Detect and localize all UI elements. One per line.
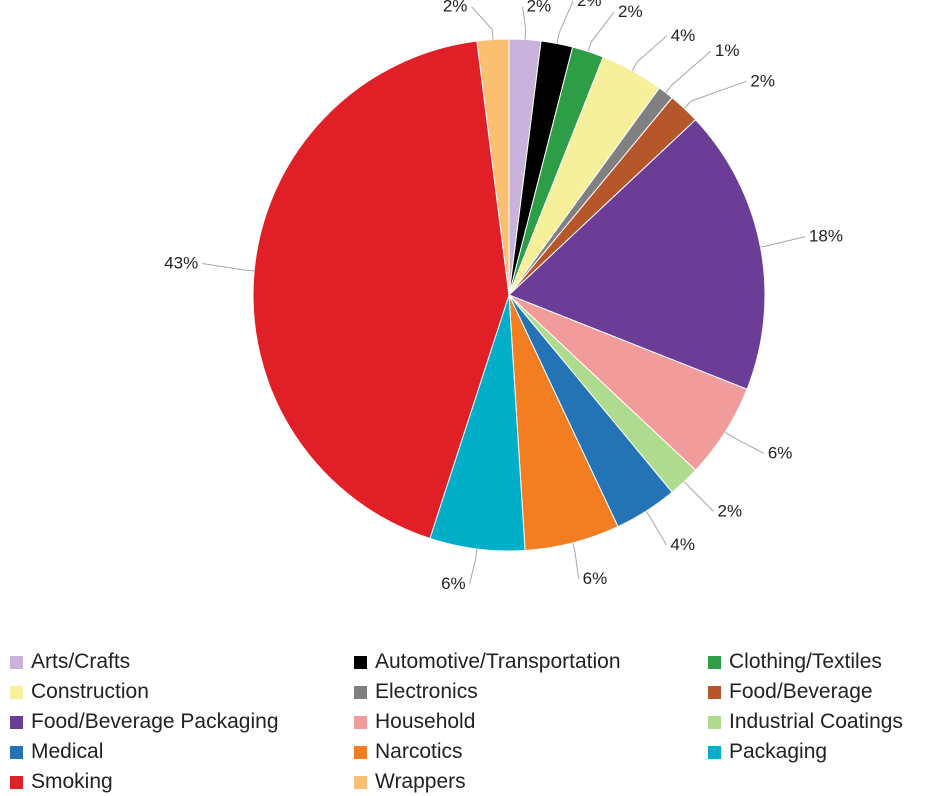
- leader-line: [572, 542, 580, 580]
- legend-item-food-beverage-packaging: Food/Beverage Packaging: [10, 708, 354, 736]
- leader-line: [683, 80, 747, 109]
- leader-line: [683, 481, 714, 512]
- legend-swatch: [708, 655, 721, 669]
- pie-slice-smoking: [252, 40, 510, 540]
- leader-line: [665, 50, 712, 94]
- legend-item-household: Household: [354, 708, 708, 736]
- leader-line: [469, 548, 478, 584]
- leader-line: [760, 236, 806, 248]
- legend-item-automotive-transportation: Automotive/Transportation: [354, 648, 708, 676]
- legend-swatch: [354, 775, 367, 789]
- legend-item-packaging: Packaging: [708, 738, 940, 766]
- legend-item-construction: Construction: [10, 678, 354, 706]
- data-label: 2%: [750, 71, 775, 90]
- legend-label: Narcotics: [375, 740, 463, 763]
- legend-swatch: [708, 685, 721, 699]
- legend-label: Industrial Coatings: [729, 710, 903, 733]
- data-label: 1%: [715, 41, 740, 60]
- legend-swatch: [708, 715, 721, 729]
- data-label: 2%: [443, 0, 468, 16]
- legend-item-medical: Medical: [10, 738, 354, 766]
- leader-line: [724, 431, 765, 454]
- legend-label: Arts/Crafts: [31, 650, 131, 673]
- legend-label: Household: [375, 710, 476, 733]
- legend-item-arts-crafts: Arts/Crafts: [10, 648, 354, 676]
- pie-chart: 2% 2% 2% 4% 1% 2% 18% 6% 2% 4% 6% 6% 43% 2%: [164, 0, 843, 593]
- data-label: 2%: [527, 0, 552, 16]
- legend-swatch: [10, 775, 23, 789]
- legend-swatch: [354, 745, 367, 759]
- leader-line: [471, 6, 494, 40]
- data-label: 6%: [441, 574, 466, 593]
- legend-swatch: [10, 745, 23, 759]
- legend-item-clothing-textiles: Clothing/Textiles: [708, 648, 940, 676]
- data-label: 18%: [809, 227, 843, 246]
- data-label: 2%: [577, 0, 602, 10]
- legend-item-narcotics: Narcotics: [354, 738, 708, 766]
- legend-item-wrappers: Wrappers: [354, 768, 708, 796]
- legend-label: Electronics: [375, 680, 478, 703]
- legend-swatch: [354, 685, 367, 699]
- legend-label: Food/Beverage: [729, 680, 873, 703]
- legend-label: Medical: [31, 740, 104, 763]
- legend-label: Wrappers: [375, 770, 466, 793]
- legend: Arts/Crafts Automotive/Transportation Cl…: [10, 648, 940, 796]
- label-leader-lines: [202, 0, 806, 584]
- legend-swatch: [10, 685, 23, 699]
- data-label: 2%: [618, 2, 643, 21]
- legend-swatch: [354, 655, 367, 669]
- legend-label: Food/Beverage Packaging: [31, 710, 279, 733]
- legend-swatch: [10, 715, 23, 729]
- leader-line: [645, 510, 667, 546]
- legend-swatch: [354, 715, 367, 729]
- legend-swatch: [708, 745, 721, 759]
- data-label: 4%: [671, 26, 696, 45]
- leader-line: [587, 11, 615, 52]
- leader-line: [202, 262, 255, 272]
- legend-label: Automotive/Transportation: [375, 650, 621, 673]
- legend-item-food-beverage: Food/Beverage: [708, 678, 940, 706]
- data-labels: 2% 2% 2% 4% 1% 2% 18% 6% 2% 4% 6% 6% 43% 2%: [164, 0, 843, 593]
- leader-line: [556, 0, 574, 44]
- pie-slices: [252, 38, 766, 552]
- data-label: 2%: [718, 501, 743, 520]
- legend-item-industrial-coatings: Industrial Coatings: [708, 708, 940, 736]
- data-label: 4%: [670, 535, 695, 554]
- data-label: 6%: [583, 569, 608, 588]
- legend-label: Packaging: [729, 740, 828, 763]
- legend-item-electronics: Electronics: [354, 678, 708, 706]
- data-label: 43%: [164, 253, 198, 272]
- leader-line: [522, 6, 527, 40]
- legend-swatch: [10, 655, 23, 669]
- legend-item-smoking: Smoking: [10, 768, 354, 796]
- legend-label: Construction: [31, 680, 149, 703]
- legend-label: Clothing/Textiles: [729, 650, 882, 673]
- legend-label: Smoking: [31, 770, 113, 793]
- leader-line: [631, 35, 668, 71]
- pie-slice-wrappers: [476, 38, 510, 296]
- data-label: 6%: [768, 443, 793, 462]
